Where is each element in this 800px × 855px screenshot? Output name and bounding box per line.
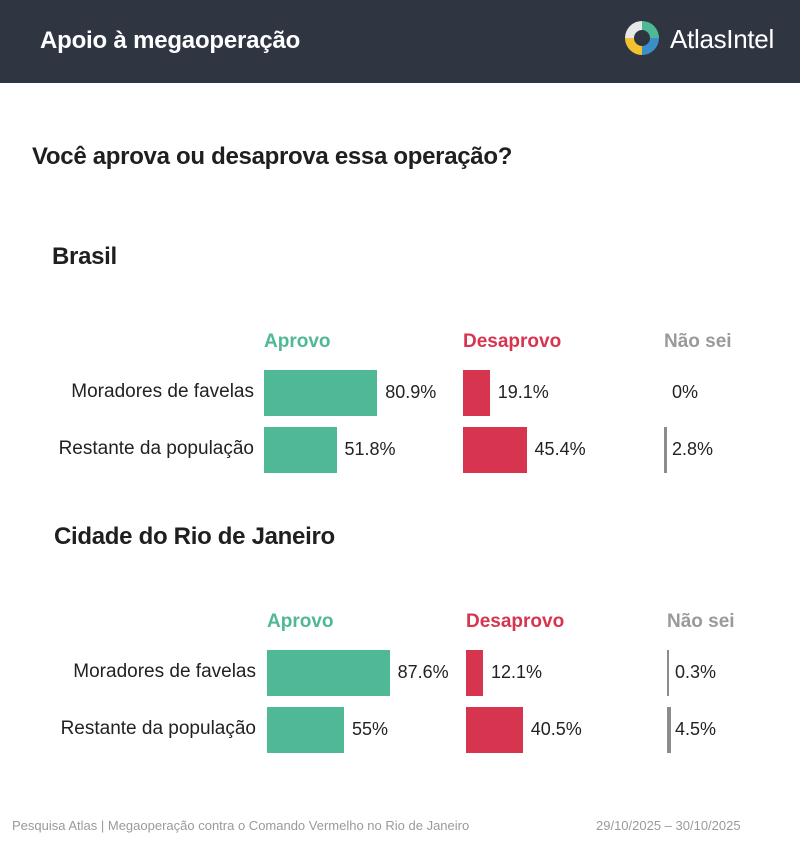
data-label-desaprovo: 12.1% <box>490 662 542 682</box>
data-label-aprovo: 55% <box>352 719 389 739</box>
row-label: Restante da população <box>58 438 254 459</box>
row-label: Moradores de favelas <box>71 381 254 402</box>
data-label-naosei: 0% <box>672 382 699 402</box>
survey-question: Você aprova ou desaprova essa operação? <box>32 143 513 170</box>
data-label-desaprovo: 45.4% <box>534 439 586 459</box>
footer-source: Pesquisa Atlas | Megaoperação contra o C… <box>12 818 470 833</box>
footer-dates: 29/10/2025 – 30/10/2025 <box>596 818 741 833</box>
page-title: Apoio à megaoperação <box>40 27 301 54</box>
data-label-desaprovo: 40.5% <box>530 719 582 739</box>
column-header-naosei: Não sei <box>664 331 732 352</box>
bar-desaprovo <box>463 427 527 473</box>
bar-desaprovo <box>463 370 490 416</box>
column-header-naosei: Não sei <box>667 611 735 632</box>
data-label-aprovo: 87.6% <box>397 662 449 682</box>
row-label: Restante da população <box>60 718 256 739</box>
brand-name: AtlasIntel <box>670 24 774 54</box>
column-header-aprovo: Aprovo <box>267 611 334 632</box>
bar-desaprovo <box>466 707 523 753</box>
bar-aprovo <box>267 650 390 696</box>
row-label: Moradores de favelas <box>73 661 256 682</box>
data-label-desaprovo: 19.1% <box>497 382 549 402</box>
atlasintel-logo-icon <box>625 21 659 55</box>
header-bar: Apoio à megaoperação AtlasIntel <box>0 0 800 83</box>
section-title: Cidade do Rio de Janeiro <box>54 523 335 550</box>
data-label-aprovo: 80.9% <box>385 382 437 402</box>
column-header-desaprovo: Desaprovo <box>466 611 565 632</box>
data-label-naosei: 4.5% <box>675 719 717 739</box>
column-header-aprovo: Aprovo <box>264 331 331 352</box>
data-label-naosei: 2.8% <box>672 439 714 459</box>
bar-aprovo <box>264 427 337 473</box>
bar-naosei <box>667 707 672 753</box>
bar-aprovo <box>264 370 378 416</box>
bar-desaprovo <box>466 650 483 696</box>
bar-aprovo <box>267 707 344 753</box>
data-label-aprovo: 51.8% <box>344 439 396 459</box>
section-title: Brasil <box>52 243 117 270</box>
column-header-desaprovo: Desaprovo <box>463 331 562 352</box>
data-label-naosei: 0.3% <box>675 662 717 682</box>
bar-naosei <box>667 650 669 696</box>
bar-naosei <box>664 427 667 473</box>
